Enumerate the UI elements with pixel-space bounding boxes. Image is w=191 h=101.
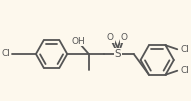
Text: S: S [115,49,121,59]
Text: Cl: Cl [180,45,189,54]
Text: Cl: Cl [2,49,11,58]
Text: Cl: Cl [180,66,189,75]
Text: O: O [107,34,114,43]
Text: O: O [121,34,127,43]
Text: OH: OH [71,36,85,45]
